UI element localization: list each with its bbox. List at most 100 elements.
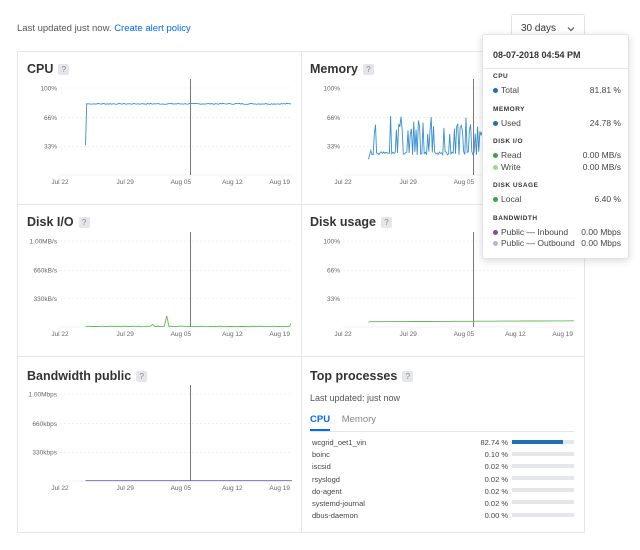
x-tick-label: Aug 12 [222,331,243,338]
process-name: iscsid [312,462,331,472]
x-tick-label: Aug 12 [505,331,526,338]
x-tick-label: Jul 22 [51,179,69,186]
process-value: 0.02 % [484,474,508,484]
x-tick-label: Aug 19 [269,179,290,186]
tooltip-label: Used [501,117,521,128]
tooltip-value: 0.00 Mbps [581,238,621,248]
tooltip-section-caption: DISK I/O [493,138,524,145]
process-list: wcgrid_oet1_vin 82.74 % boinc 0.10 % iscsid 0… [312,436,574,521]
disk-usage-panel-title: Disk usage? [310,215,393,229]
tooltip-section: DISK USAGE Local 6.40 % [493,182,621,206]
panel-title-text: CPU [27,62,54,76]
process-name: do-agent [312,486,342,496]
process-row: wcgrid_oet1_vin 82.74 % [312,436,574,448]
last-updated-line: Last updated just now. Create alert poli… [17,23,191,34]
tabs-divider [310,431,574,432]
tab-memory[interactable]: Memory [341,414,377,425]
process-usage-bar [512,500,574,505]
x-tick-label: Jul 29 [400,179,418,186]
help-icon[interactable]: ? [58,64,70,75]
process-row: rsyslogd 0.02 % [312,473,574,485]
panel-title-text: Disk I/O [27,215,74,229]
tooltip-row: Local 6.40 % [493,194,621,206]
x-tick-label: Aug 05 [171,331,192,338]
process-usage-bar [512,439,574,444]
legend-dot-icon [493,229,498,235]
y-tick-label: 660kbps [32,421,57,428]
x-tick-label: Jul 29 [117,331,135,338]
tooltip-divider [483,68,628,69]
panel-title-text: Memory [310,62,358,76]
x-tick-label: Jul 29 [117,179,135,186]
disk-usage-series-line [368,320,574,323]
process-row: do-agent 0.02 % [312,485,574,497]
legend-dot-icon [493,120,498,126]
process-row: systemd-journal 0.02 % [312,497,574,509]
create-alert-policy-link[interactable]: Create alert policy [114,23,191,34]
tooltip-value: 0.00 MB/s [582,150,621,160]
grid-divider [18,204,584,205]
last-updated-text: Last updated just now. [17,23,112,34]
process-usage-bar [512,451,574,456]
y-tick-label: 33% [44,144,57,151]
legend-dot-icon [493,88,498,93]
chevron-down-icon [567,27,575,32]
process-name: rsyslogd [312,474,340,484]
y-tick-label: 330kbps [32,450,57,457]
tooltip-section-caption: CPU [493,73,509,80]
cpu-panel-title: CPU? [27,62,70,76]
process-value: 0.02 % [484,498,508,508]
cpu-series-line [85,102,292,146]
tooltip-label: Public — Outbound [501,238,575,248]
tooltip-row: Used 24.78 % [493,118,621,130]
tab-cpu[interactable]: CPU [310,414,331,431]
tooltip-value: 24.78 % [589,117,621,128]
legend-dot-icon [493,197,498,202]
memory-panel-title: Memory? [310,62,374,76]
tooltip-timestamp: 08-07-2018 04:54 PM [493,50,581,60]
process-usage-fill [512,439,564,444]
tooltip-row: Write 0.00 MB/s [493,162,621,174]
tooltip-section: BANDWIDTH Public — Inbound 0.00 Mbps Public… [493,215,621,250]
x-tick-label: Aug 19 [552,331,573,338]
x-tick-label: Jul 29 [400,331,418,338]
time-range-value: 30 days [521,23,557,34]
tooltip-value: 0.00 Mbps [581,226,621,237]
y-tick-label: 100% [323,85,340,92]
tooltip-row: Total 81.81 % [493,85,621,97]
x-tick-label: Aug 05 [171,485,192,492]
x-tick-label: Jul 22 [51,331,69,338]
tooltip-label: Read [501,150,522,160]
process-row: iscsid 0.02 % [312,460,574,472]
process-usage-bar [512,476,574,481]
x-tick-label: Aug 05 [454,179,475,186]
help-icon[interactable]: ? [402,371,414,382]
x-tick-label: Aug 19 [269,331,290,338]
process-usage-bar [512,463,574,468]
tooltip-section-caption: DISK USAGE [493,182,539,189]
process-name: boinc [312,450,330,460]
x-tick-label: Jul 22 [334,179,352,186]
help-icon[interactable]: ? [381,217,393,228]
y-tick-label: 33% [327,144,340,151]
process-value: 82.74 % [480,438,508,447]
process-row: boinc 0.10 % [312,448,574,460]
top-processes-title: Top processes? [310,369,414,383]
panel-title-text: Top processes [310,369,398,383]
x-tick-label: Jul 29 [117,485,135,492]
help-icon[interactable]: ? [136,371,148,382]
x-tick-label: Jul 22 [51,485,69,492]
process-value: 0.02 % [484,486,508,496]
help-icon[interactable]: ? [78,217,90,228]
y-tick-label: 66% [327,268,340,275]
chart-hover-tooltip: 08-07-2018 04:54 PM CPU Total 81.81 % MEMOR… [482,34,629,259]
grid-divider [18,356,584,357]
process-value: 0.10 % [484,450,508,460]
help-icon[interactable]: ? [362,64,374,75]
legend-dot-icon [493,241,498,246]
tooltip-section-caption: BANDWIDTH [493,214,538,222]
y-tick-label: 33% [327,296,340,303]
tooltip-value: 6.40 % [594,194,621,204]
y-tick-label: 330kB/s [34,296,58,303]
y-tick-label: 1.00MB/s [30,238,58,245]
